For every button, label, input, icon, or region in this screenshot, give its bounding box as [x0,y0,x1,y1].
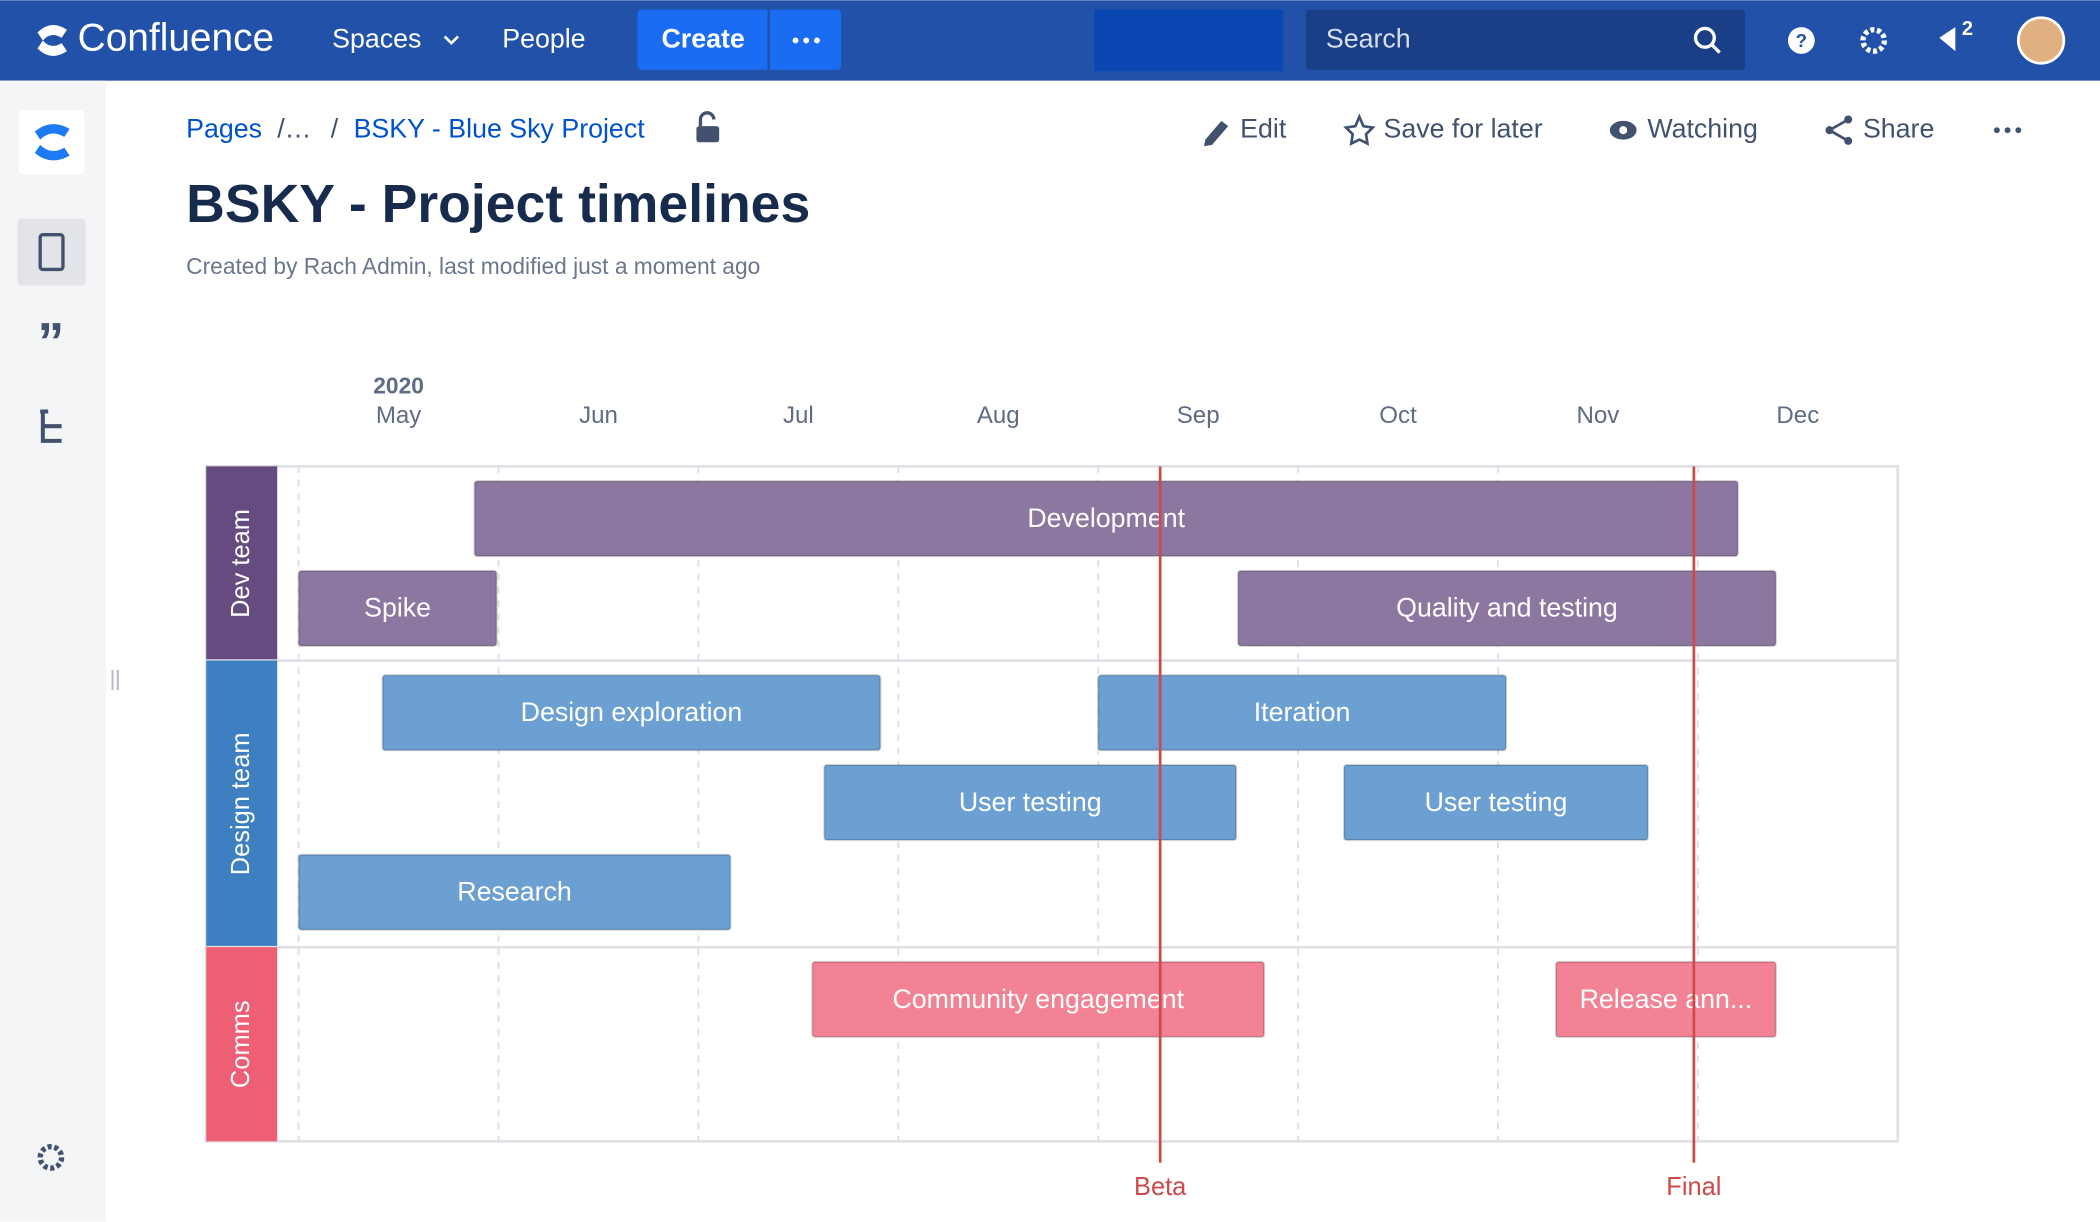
marker-label: Final [1666,1173,1721,1201]
help-icon[interactable] [1787,27,1815,54]
timeline-bar[interactable] [1343,764,1649,842]
month-label: Nov [1577,402,1620,429]
spaces-menu[interactable]: Spaces [332,24,421,54]
lane-label: Design team [227,732,255,875]
bar-label: Research [457,877,572,907]
lock-shackle [698,111,716,127]
pages-icon [38,232,65,272]
save-action[interactable]: Save for later [1383,113,1542,143]
lane-label: Comms [227,1000,255,1088]
create-button[interactable] [637,9,842,70]
restrictions-icon[interactable] [696,126,720,143]
more-button[interactable] [792,37,820,44]
settings-icon[interactable] [1860,27,1888,54]
bar-label: Development [1027,503,1185,533]
star-icon[interactable] [1343,113,1376,146]
breadcrumb-link[interactable]: Pages [186,113,262,143]
space-logo[interactable] [18,110,85,175]
bar-label: Quality and testing [1396,593,1618,623]
timeline-bar[interactable] [1237,569,1777,647]
top-nav [0,0,2100,81]
bar-label: User testing [1425,787,1568,817]
month-label: Sep [1177,402,1220,429]
bar-label: Spike [364,593,431,623]
bar-label: Iteration [1254,697,1351,727]
year-label: 2020 [373,372,424,398]
more-actions[interactable] [1993,127,2022,134]
edit-icon[interactable] [1204,120,1229,147]
lane-header [206,947,278,1142]
month-label: Jul [783,402,814,429]
share-icon[interactable] [1825,115,1853,145]
timeline-bar[interactable] [1554,960,1777,1038]
lane-header [206,660,278,948]
create-label[interactable]: Create [661,24,744,54]
byline: Created by Rach Admin, last modified jus… [186,253,760,279]
month-label: Dec [1776,402,1819,429]
timeline: 2020 May Jun Jul Aug Sep Oct Nov Dec Dev team Deve… [204,372,1900,1201]
bar-label: Design exploration [521,697,743,727]
search-placeholder[interactable]: Search [1326,24,1411,54]
timeline-bar[interactable] [473,480,1739,558]
chevron [443,35,459,46]
share-action[interactable]: Share [1863,113,1934,143]
space-logo-mark [34,124,70,161]
product-name[interactable]: Confluence [78,17,274,60]
tree-icon[interactable] [40,409,62,443]
lane-label: Dev team [227,509,255,618]
notification-icon[interactable] [1939,27,1956,52]
people-link[interactable]: People [502,24,585,54]
space-settings[interactable] [37,1144,65,1171]
month-label: Aug [977,402,1020,429]
breadcrumb-ellipsis[interactable]: /… [277,113,311,143]
avatar[interactable] [2016,16,2066,65]
month-label: Jun [579,402,618,429]
bar-label: User testing [959,787,1102,817]
watch-pupil [1619,126,1628,135]
blank-area [1094,9,1284,72]
timeline-bar[interactable] [297,853,732,931]
page-title: BSKY - Project timelines [186,175,810,234]
marker-label: Beta [1134,1173,1187,1201]
search-box[interactable] [1305,9,1746,70]
bar-label: Release ann... [1580,984,1753,1014]
breadcrumb-separator: / [331,113,339,143]
timeline-bar[interactable] [297,569,498,647]
watching-action[interactable]: Watching [1647,113,1758,143]
timeline-bar[interactable] [823,764,1238,842]
logo[interactable] [37,24,67,56]
edit-action[interactable]: Edit [1240,113,1287,143]
notification-count: 2 [1962,18,1973,40]
pages-nav[interactable] [17,218,86,286]
month-label: May [376,402,422,429]
breadcrumb-link[interactable]: BSKY - Blue Sky Project [354,113,646,143]
timeline-bar[interactable] [811,960,1266,1038]
timeline-bar[interactable] [1097,674,1507,752]
timeline-bar[interactable] [381,674,882,752]
month-label: Oct [1379,402,1417,429]
blog-icon[interactable]: ” [38,313,65,372]
bar-label: Community engagement [892,984,1184,1014]
help-glyph: ? [1796,30,1807,51]
lane-header [206,466,278,661]
search-icon[interactable] [1693,26,1721,54]
